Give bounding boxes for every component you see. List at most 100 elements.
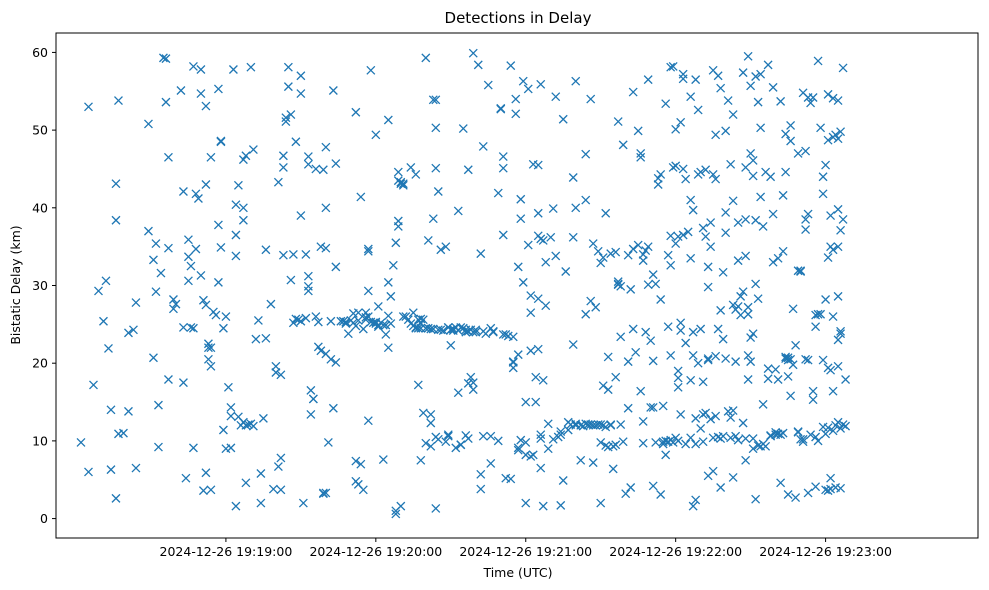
data-point: [226, 411, 236, 421]
data-point: [201, 300, 211, 310]
data-point: [581, 195, 591, 205]
data-point: [571, 76, 581, 86]
data-point: [153, 442, 163, 452]
data-point: [476, 249, 486, 259]
data-point: [568, 232, 578, 242]
data-point: [686, 253, 696, 263]
data-point: [698, 223, 708, 233]
data-point: [826, 211, 836, 221]
data-point: [533, 294, 543, 304]
data-point: [161, 54, 171, 64]
y-axis-label: Bistatic Delay (km): [8, 225, 23, 344]
data-point: [791, 493, 801, 503]
data-point: [318, 165, 328, 175]
data-point: [691, 413, 701, 423]
data-point: [823, 253, 833, 262]
data-point: [606, 249, 616, 259]
data-point: [826, 365, 836, 375]
data-point: [183, 235, 193, 245]
data-point: [643, 280, 653, 290]
data-point: [518, 76, 528, 86]
data-point: [676, 410, 686, 419]
data-point: [741, 251, 751, 261]
chart-title: Detections in Delay: [445, 9, 592, 27]
data-point: [623, 403, 633, 413]
data-point: [778, 428, 788, 438]
data-point: [746, 81, 756, 91]
data-point: [833, 361, 843, 371]
data-point: [241, 151, 251, 161]
data-point: [461, 327, 471, 337]
data-point: [148, 353, 158, 363]
data-point: [431, 95, 441, 105]
y-tick-label: 10: [32, 433, 48, 448]
data-point: [713, 71, 723, 81]
data-point: [471, 327, 481, 337]
data-point: [726, 433, 736, 443]
data-point: [813, 309, 823, 319]
data-point: [563, 425, 573, 435]
data-point: [818, 172, 828, 182]
data-point: [733, 256, 743, 266]
data-point: [446, 340, 456, 350]
data-point: [758, 221, 768, 231]
data-point: [521, 437, 531, 447]
data-point: [586, 296, 596, 306]
data-point: [418, 408, 428, 418]
data-point: [761, 441, 771, 451]
data-point: [593, 246, 603, 256]
data-point: [801, 215, 811, 224]
data-point: [826, 484, 836, 494]
data-point: [833, 417, 843, 427]
data-point: [433, 434, 443, 444]
data-point: [396, 179, 406, 189]
data-point: [538, 501, 548, 511]
data-point: [453, 388, 463, 398]
data-point: [808, 93, 818, 102]
data-point: [106, 465, 116, 475]
data-point: [351, 456, 361, 466]
data-point: [523, 240, 533, 250]
data-point: [431, 163, 441, 173]
data-point: [596, 498, 606, 508]
data-point: [521, 450, 531, 460]
data-point: [443, 431, 453, 441]
data-point: [373, 302, 383, 311]
data-point: [688, 205, 698, 215]
data-point: [833, 335, 843, 345]
data-point: [413, 380, 423, 390]
data-point: [441, 437, 451, 447]
data-point: [198, 295, 208, 305]
data-point: [306, 410, 316, 419]
data-point: [648, 356, 658, 366]
data-point: [793, 148, 803, 158]
data-point: [733, 435, 743, 445]
data-point: [231, 501, 241, 511]
data-point: [358, 485, 368, 495]
data-point: [196, 65, 206, 74]
data-point: [838, 420, 848, 430]
data-point: [428, 214, 438, 224]
data-point: [331, 159, 341, 168]
data-point: [793, 427, 803, 437]
data-point: [781, 167, 791, 177]
data-point: [323, 437, 333, 447]
data-point: [576, 420, 586, 430]
data-point: [738, 418, 748, 428]
data-point: [801, 146, 811, 156]
data-point: [828, 93, 838, 103]
data-point: [756, 123, 766, 133]
data-point: [763, 364, 773, 374]
data-point: [741, 215, 751, 224]
data-point: [288, 318, 298, 328]
data-point: [106, 405, 116, 415]
data-point: [656, 169, 666, 179]
data-point: [706, 242, 716, 252]
data-point: [676, 326, 686, 336]
data-point: [611, 440, 621, 450]
data-point: [371, 130, 381, 140]
data-point: [431, 123, 441, 133]
data-point: [168, 295, 178, 304]
data-point: [186, 322, 196, 332]
data-point: [808, 395, 818, 405]
